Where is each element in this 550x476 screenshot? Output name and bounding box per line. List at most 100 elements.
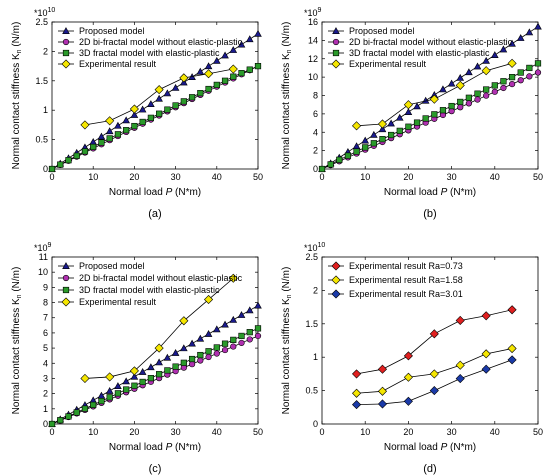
data-point bbox=[171, 349, 180, 356]
y-tick-label: 2 bbox=[43, 389, 48, 399]
data-point bbox=[180, 359, 187, 366]
data-point bbox=[188, 361, 196, 368]
data-point bbox=[455, 80, 465, 90]
y-tick-label: 8 bbox=[43, 298, 48, 308]
legend-marker bbox=[331, 275, 341, 285]
multiplier-base: *10 bbox=[34, 243, 48, 253]
data-point bbox=[482, 56, 490, 64]
data-point bbox=[431, 111, 438, 118]
legend-entry: Proposed model bbox=[79, 261, 145, 271]
data-point bbox=[403, 351, 413, 361]
plot-area bbox=[321, 21, 539, 170]
data-point bbox=[114, 121, 122, 129]
data-point bbox=[90, 401, 97, 408]
y-label-text: Normal contact stiffness K bbox=[11, 298, 22, 414]
legend: Proposed model 2D bi-fractal model withou… bbox=[58, 261, 243, 307]
x-tick-label: 20 bbox=[129, 427, 139, 437]
x-tick-label: 0 bbox=[49, 427, 54, 437]
legend-marker bbox=[62, 49, 70, 57]
multiplier-exponent: 9 bbox=[318, 7, 322, 14]
x-tick-label: 50 bbox=[253, 427, 263, 437]
data-point bbox=[154, 343, 164, 353]
data-point bbox=[352, 400, 362, 410]
data-point bbox=[237, 311, 246, 318]
data-point bbox=[48, 420, 56, 428]
x-tick-label: 20 bbox=[403, 427, 413, 437]
data-point bbox=[229, 46, 238, 53]
series-1 bbox=[352, 343, 517, 398]
data-point bbox=[387, 119, 395, 127]
y-label-unit: (N/m) bbox=[281, 22, 292, 50]
legend-marker bbox=[62, 286, 70, 294]
data-point bbox=[97, 132, 106, 140]
x-tick-label: 50 bbox=[253, 172, 263, 182]
y-label-text: Normal contact stiffness K bbox=[11, 53, 22, 169]
data-point bbox=[377, 386, 388, 396]
data-point bbox=[534, 22, 542, 30]
data-point bbox=[491, 88, 498, 95]
data-point bbox=[205, 353, 212, 361]
data-point bbox=[238, 70, 245, 77]
data-point bbox=[403, 100, 413, 110]
data-point bbox=[534, 69, 542, 76]
series-3 bbox=[80, 273, 238, 384]
data-point bbox=[474, 90, 481, 97]
data-point bbox=[228, 64, 238, 74]
multiplier-base: *10 bbox=[304, 243, 318, 253]
data-point bbox=[229, 315, 238, 323]
data-point bbox=[196, 334, 205, 342]
y-tick-label: 7 bbox=[43, 313, 48, 323]
data-point bbox=[447, 79, 456, 87]
data-point bbox=[131, 382, 138, 389]
data-point bbox=[500, 78, 507, 85]
data-point bbox=[90, 143, 97, 151]
data-point bbox=[123, 127, 130, 134]
y-tick-label: 5 bbox=[43, 343, 48, 353]
y-tick-label: 2.5 bbox=[305, 252, 318, 262]
data-point bbox=[526, 64, 533, 72]
data-point bbox=[98, 139, 105, 146]
x-tick-label: 40 bbox=[212, 427, 222, 437]
data-point bbox=[139, 378, 146, 386]
data-point bbox=[212, 325, 221, 333]
legend-entry: Proposed model bbox=[349, 26, 415, 36]
legend-entry: Proposed model bbox=[79, 26, 145, 36]
legend-marker bbox=[61, 59, 71, 69]
data-point bbox=[179, 316, 189, 326]
data-point bbox=[230, 73, 237, 80]
data-point bbox=[221, 346, 229, 354]
data-point bbox=[230, 336, 237, 343]
data-point bbox=[147, 100, 155, 108]
y-tick-label: 6 bbox=[43, 328, 48, 338]
data-point bbox=[483, 92, 490, 99]
legend-entry: Experimental result bbox=[79, 297, 157, 307]
y-tick-label: 0.5 bbox=[305, 386, 318, 396]
x-tick-label: 50 bbox=[533, 172, 543, 182]
x-label-text: Normal load bbox=[384, 187, 441, 198]
legend-entry: 2D bi-fractal model without elastic-plas… bbox=[79, 37, 243, 47]
data-point bbox=[465, 68, 473, 76]
legend-marker bbox=[61, 297, 71, 307]
data-point bbox=[171, 83, 180, 91]
data-point bbox=[155, 94, 163, 102]
axis-multiplier: *109 bbox=[34, 242, 52, 253]
data-point bbox=[230, 343, 237, 350]
x-tick-label: 10 bbox=[88, 427, 98, 437]
x-tick-label: 0 bbox=[319, 427, 324, 437]
x-label-text: Normal load bbox=[109, 187, 166, 198]
data-point bbox=[483, 86, 490, 93]
data-point bbox=[197, 90, 204, 97]
data-point bbox=[353, 148, 360, 155]
data-point bbox=[130, 110, 139, 118]
data-point bbox=[65, 157, 72, 164]
data-point bbox=[352, 369, 362, 379]
y-axis-label: Normal contact stiffness Kn (N/m) bbox=[281, 267, 293, 415]
data-point bbox=[517, 69, 524, 76]
y-tick-label: 2 bbox=[313, 146, 318, 156]
series-0 bbox=[352, 305, 517, 379]
x-label-unit: (N*m) bbox=[172, 442, 201, 453]
data-point bbox=[114, 131, 122, 138]
data-point bbox=[403, 396, 413, 406]
series-2 bbox=[48, 325, 262, 428]
legend-marker bbox=[331, 289, 341, 299]
